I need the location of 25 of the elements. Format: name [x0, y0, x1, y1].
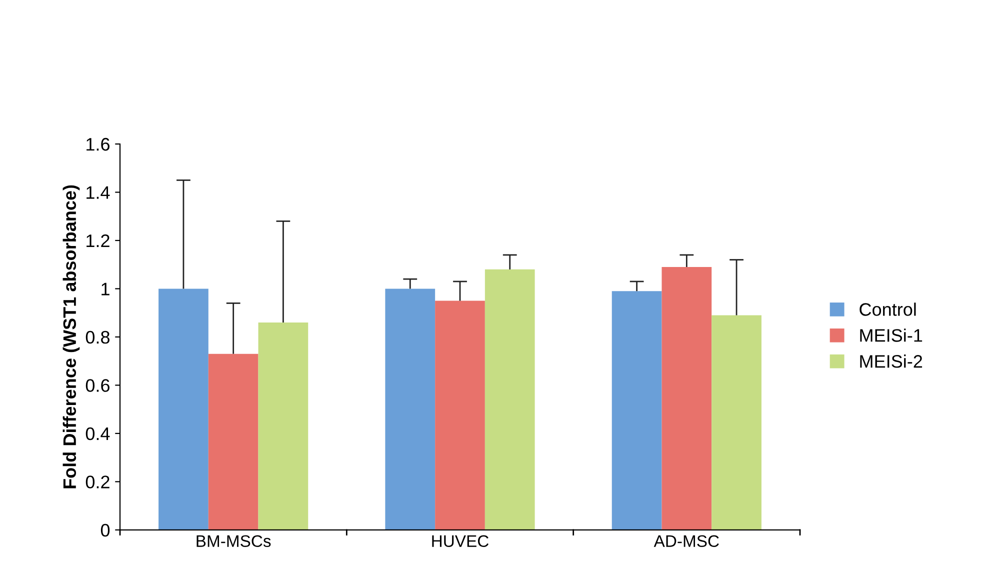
- x-tick-label: AD-MSC: [654, 535, 719, 548]
- y-tick-label: 0: [100, 524, 110, 537]
- y-tick-label: 0.4: [86, 427, 110, 440]
- y-tick-label: 1.4: [86, 186, 110, 199]
- bar: [612, 291, 662, 530]
- legend-label: MEISi-2: [860, 354, 922, 368]
- y-axis-title: Fold Difference (WST1 absorbance): [62, 185, 80, 488]
- y-tick-label: 0.8: [86, 330, 110, 344]
- bar: [712, 315, 762, 530]
- y-tick-label: 0.2: [86, 476, 110, 488]
- y-tick-label: 1.6: [86, 138, 110, 151]
- legend-label: MEISi-1: [860, 328, 922, 342]
- bar: [435, 300, 485, 530]
- bar: [208, 354, 258, 530]
- y-tick-label: 1: [102, 282, 110, 296]
- y-tick-label: 0.6: [86, 379, 110, 392]
- bar: [484, 269, 535, 530]
- bar: [158, 288, 208, 530]
- bar: [385, 288, 436, 530]
- x-tick-label: HUVEC: [432, 535, 489, 548]
- legend-label: Control: [860, 302, 916, 316]
- bar: [258, 322, 308, 530]
- bar: [662, 267, 712, 530]
- x-tick-label: BM-MSCs: [196, 535, 271, 548]
- y-tick-label: 1.2: [86, 234, 110, 248]
